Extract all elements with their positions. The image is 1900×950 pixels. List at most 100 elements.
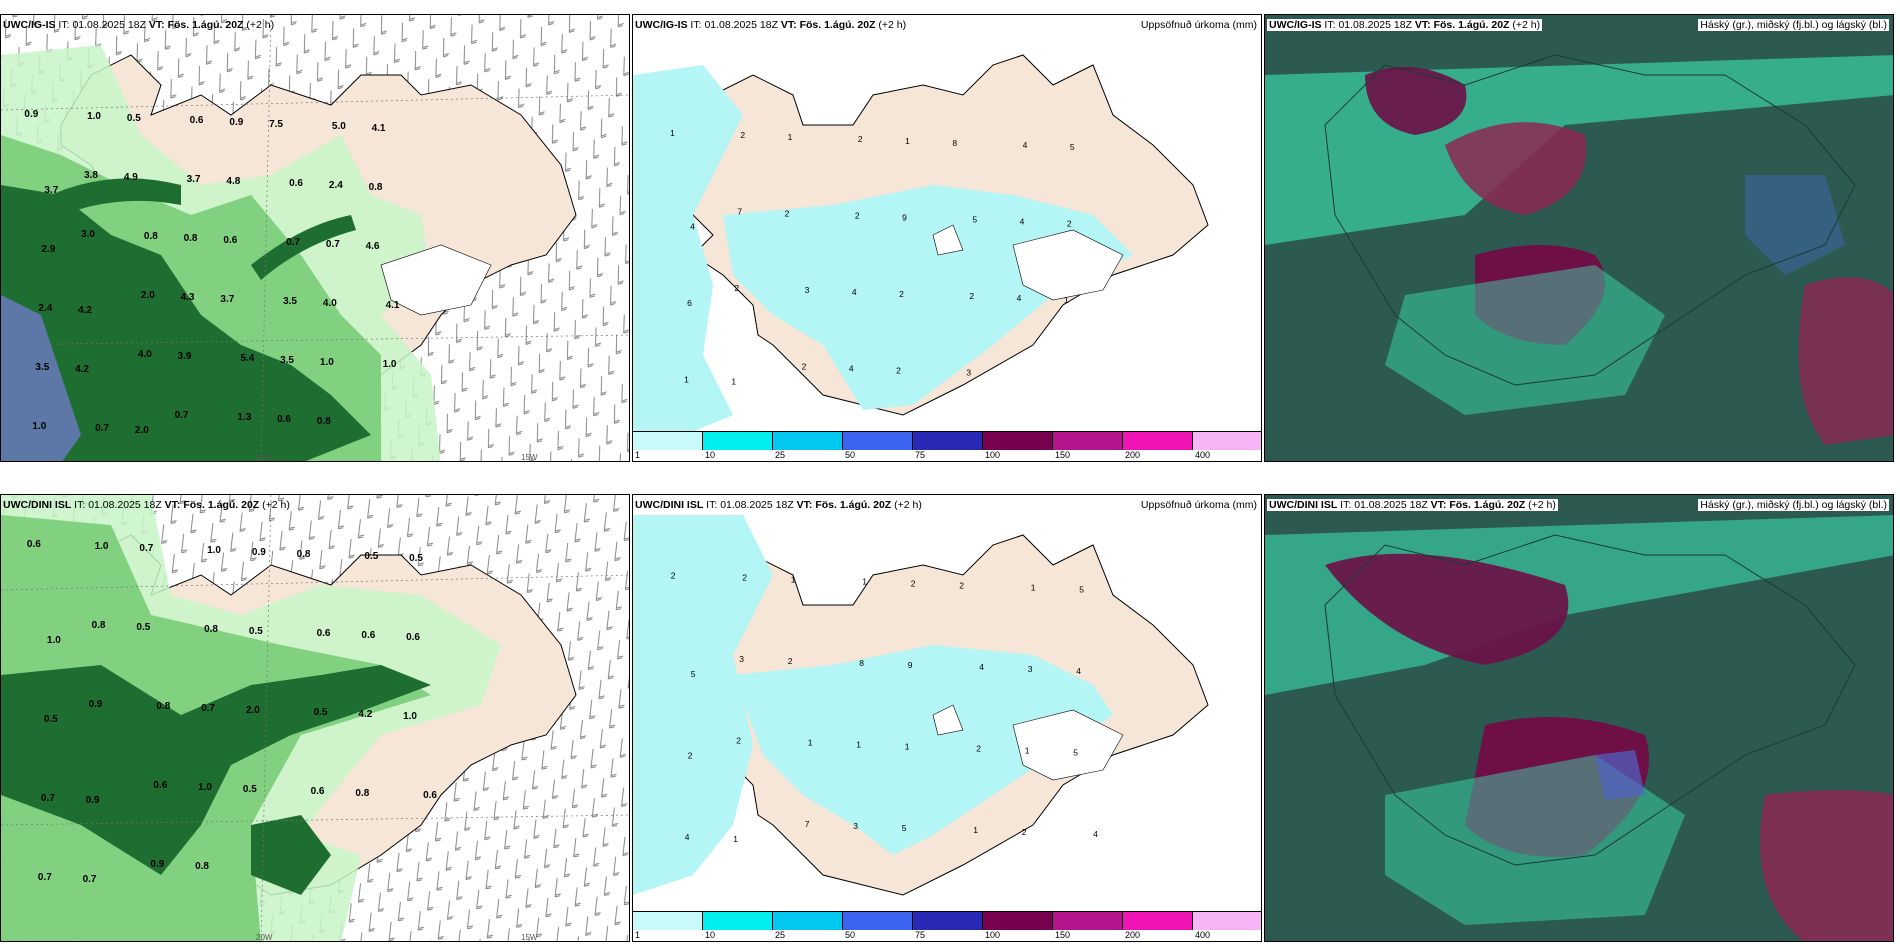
value-label: 2: [671, 570, 676, 580]
value-label: 2.4: [38, 303, 52, 314]
accum-area-west: [633, 65, 743, 440]
model-name: UWC/IG-IS: [635, 19, 688, 31]
value-label: 1.3: [237, 412, 251, 423]
value-label: 1.0: [198, 782, 212, 793]
colorbar-label: 100: [985, 450, 1001, 460]
value-label: 0.8: [297, 549, 311, 560]
precip-dark-south: [251, 815, 331, 895]
panel-title: UWC/DINI ISL IT: 01.08.2025 18Z VT: Fös.…: [1267, 499, 1558, 511]
model-name: UWC/IG-IS: [1269, 19, 1322, 31]
value-label: 3: [739, 654, 744, 664]
panel-dini-precip-wind: UWC/DINI ISL IT: 01.08.2025 18Z VT: Fös.…: [0, 494, 630, 942]
value-label: 0.8: [369, 182, 383, 193]
value-label: 0.8: [195, 861, 209, 872]
value-label: 0.9: [252, 547, 266, 558]
it-label: IT:: [690, 19, 702, 31]
value-label: 3: [853, 821, 858, 831]
value-label: 0.7: [139, 543, 153, 554]
colorbar-cell: [773, 912, 843, 930]
value-label: 0.7: [175, 410, 189, 421]
colorbar-label: 10: [705, 930, 716, 940]
value-label: 1: [1025, 745, 1030, 755]
precip-value-labels: 0.9 1.0 0.5 0.6 0.9 7.5 5.0 4.1 3.7 3.8 4.9 3.7 4.8 0…: [24, 109, 400, 436]
value-label: 1.0: [87, 111, 101, 122]
vt-value: Fös. 1.ágú. 20Z: [815, 499, 892, 511]
value-label: 0.6: [406, 632, 420, 643]
panel-ig-accumulated: UWC/IG-IS IT: 01.08.2025 18Z VT: Fös. 1.…: [632, 14, 1262, 462]
value-label: 2.4: [329, 180, 343, 191]
value-label: 4.2: [358, 709, 372, 720]
value-label: 0.6: [277, 414, 291, 425]
vt-label: VT:: [780, 19, 797, 31]
value-label: 0.9: [24, 109, 38, 120]
colorbar-cell: [843, 432, 913, 450]
colorbar-cell: [913, 912, 983, 930]
value-label: 5.0: [332, 121, 346, 132]
panel-title: UWC/IG-IS IT: 01.08.2025 18Z VT: Fös. 1.…: [3, 19, 274, 31]
value-label: 4: [849, 363, 854, 373]
value-label: 5: [691, 669, 696, 679]
value-label: 1: [905, 136, 910, 146]
colorbar-cell: [1123, 912, 1193, 930]
panel-title: UWC/IG-IS IT: 01.08.2025 18Z VT: Fös. 1.…: [635, 19, 906, 31]
value-label: 1: [973, 825, 978, 835]
value-label: 4: [1076, 666, 1081, 676]
value-label: 5: [972, 214, 977, 224]
it-label: IT:: [1340, 499, 1352, 511]
value-label: 1: [684, 374, 689, 384]
colorbar-cell: [773, 432, 843, 450]
panel-ig-clouds: UWC/IG-IS IT: 01.08.2025 18Z VT: Fös. 1.…: [1264, 14, 1894, 462]
panel-title: UWC/IG-IS IT: 01.08.2025 18Z VT: Fös. 1.…: [1267, 19, 1543, 31]
value-label: 0.8: [92, 620, 106, 631]
value-label: 0.6: [223, 235, 237, 246]
lead-time: (+2 h): [878, 19, 907, 31]
colorbar-label: 150: [1055, 930, 1071, 940]
colorbar-cell: [1193, 432, 1261, 450]
it-label: IT:: [1324, 19, 1336, 31]
glacier-vatna: [380, 244, 492, 316]
colorbar-cell: [703, 432, 773, 450]
value-label: 5.4: [240, 353, 254, 364]
value-label: 2: [1022, 827, 1027, 837]
value-label: 3.5: [35, 362, 49, 373]
value-label: 1.0: [95, 541, 109, 552]
value-label: 1: [808, 737, 813, 747]
panel-dini-accumulated: UWC/DINI ISL IT: 01.08.2025 18Z VT: Fös.…: [632, 494, 1262, 942]
value-label: 1.0: [207, 545, 221, 556]
precip-dark: [1, 185, 371, 461]
colorbar-label: 75: [915, 930, 926, 940]
panel-title: UWC/DINI ISL IT: 01.08.2025 18Z VT: Fös.…: [635, 499, 922, 511]
value-label: 4.3: [181, 292, 195, 303]
it-value: 01.08.2025 18Z: [72, 19, 146, 31]
panel-title: UWC/DINI ISL IT: 01.08.2025 18Z VT: Fös.…: [3, 499, 290, 511]
value-label: 2.0: [246, 705, 260, 716]
map-dini-accum: 2 2 1 1 2 2 1 5 5 3 2 8 9 4 3 4 2 2 1 1 1 2 1 5 4 1 7 3 5 1 2 4: [633, 515, 1209, 896]
value-label: 2: [858, 134, 863, 144]
cloud-mid-north: [1325, 553, 1569, 665]
value-label: 0.6: [311, 786, 325, 797]
value-label: 2: [976, 743, 981, 753]
value-label: 6: [687, 298, 692, 308]
value-label: 4: [1020, 216, 1025, 226]
value-label: 0.8: [204, 624, 218, 635]
value-label: 2: [959, 580, 964, 590]
colorbar-label: 150: [1055, 450, 1071, 460]
vt-value: Fös. 1.ágú. 20Z: [1449, 499, 1526, 511]
value-label: 2: [688, 750, 693, 760]
cloud-mid-north: [1365, 67, 1467, 135]
model-name: UWC/IG-IS: [3, 19, 56, 31]
lead-time: (+2 h): [1512, 19, 1541, 31]
panel-right-title: Háský (gr.), miðský (fj.bl.) og lágský (…: [1698, 499, 1889, 511]
colorbar-label: 50: [845, 450, 856, 460]
colorbar-cell: [703, 912, 773, 930]
panel-ig-precip-wind: UWC/IG-IS IT: 01.08.2025 18Z VT: Fös. 1.…: [0, 14, 630, 462]
value-label: 1.0: [32, 421, 46, 432]
panel-dini-clouds: UWC/DINI ISL IT: 01.08.2025 18Z VT: Fös.…: [1264, 494, 1894, 942]
accum-area-west: [633, 515, 773, 895]
value-label: 0.7: [95, 423, 109, 434]
value-label: 0.5: [44, 714, 58, 725]
value-label: 0.5: [249, 626, 263, 637]
value-label: 0.9: [229, 117, 243, 128]
colorbar-label: 10: [705, 450, 716, 460]
value-label: 3.0: [81, 229, 95, 240]
